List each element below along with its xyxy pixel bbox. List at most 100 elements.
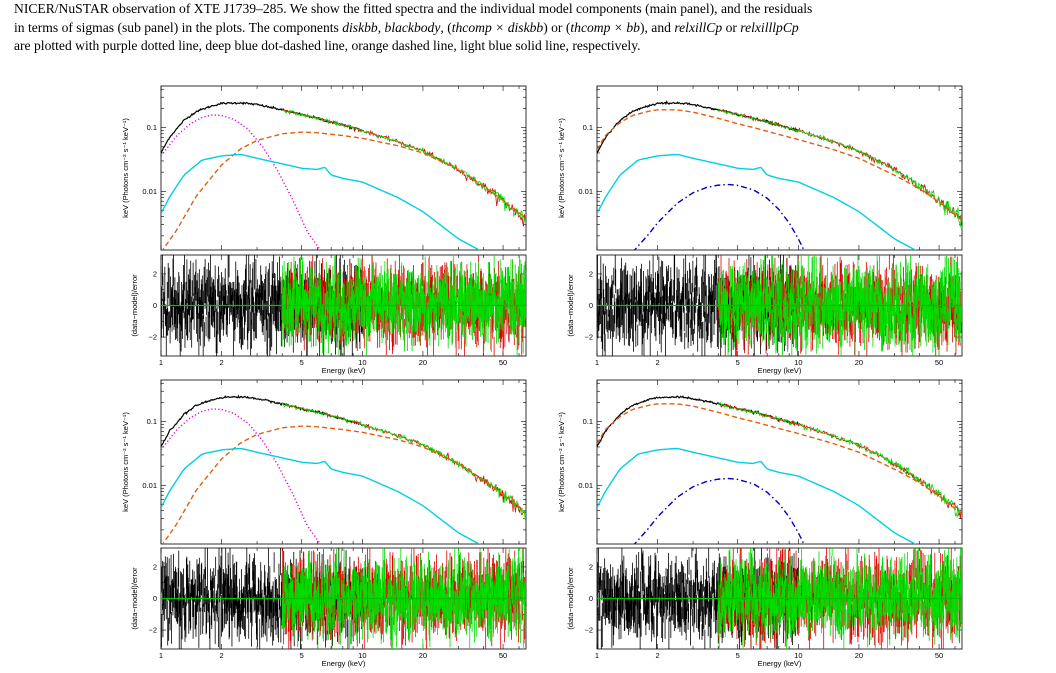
y-tick-label: 0 <box>153 301 157 310</box>
model-diskbb-line <box>161 408 322 544</box>
model-relxill-line <box>161 447 481 544</box>
fpmb-spectrum <box>282 109 526 223</box>
main-plot-frame <box>160 379 527 545</box>
y-tick-label: 0.01 <box>578 187 593 196</box>
fpmb-residuals <box>717 255 962 356</box>
nicer-spectrum <box>161 394 363 447</box>
y-tick-label: −2 <box>584 333 593 342</box>
x-tick-label: 5 <box>300 358 304 367</box>
model-thcomp-line <box>161 425 526 544</box>
caption-text: in terms of sigmas (sub panel) in the pl… <box>14 19 343 35</box>
caption-sep: , <box>377 19 385 35</box>
main-plot-frame <box>596 85 963 251</box>
figure-caption: NICER/NuSTAR observation of XTE J1739–28… <box>14 0 1050 56</box>
fpma-spectrum <box>281 108 526 227</box>
model-relxill-line <box>597 447 917 544</box>
x-axis-label: Energy (keV) <box>758 659 802 668</box>
x-tick-label: 50 <box>499 651 507 660</box>
y-tick-label: 0.01 <box>142 481 157 490</box>
y-tick-label: 0.1 <box>147 417 157 426</box>
model-relxill-line <box>161 153 481 250</box>
y-axis-label-resid: (data−model)/error <box>130 274 139 337</box>
main-plot-frame <box>596 379 963 545</box>
x-tick-label: 5 <box>736 651 740 660</box>
caption-sep: ), and <box>639 19 675 35</box>
y-tick-label: 0 <box>589 594 593 603</box>
component-thcomp-bb: thcomp × bb <box>570 19 640 35</box>
fpmb-residuals <box>717 548 962 649</box>
x-tick-label: 1 <box>595 651 599 660</box>
x-tick-label: 10 <box>794 358 802 367</box>
model-thcomp-line <box>161 131 526 250</box>
caption-sep: , ( <box>440 19 452 35</box>
nicer-spectrum <box>597 100 799 154</box>
x-tick-label: 10 <box>358 358 366 367</box>
x-tick-label: 50 <box>935 651 943 660</box>
caption-line-1: NICER/NuSTAR observation of XTE J1739–28… <box>14 1 813 16</box>
y-tick-label: −2 <box>148 626 157 635</box>
model-blackbody-line <box>633 183 805 250</box>
y-tick-label: 0.1 <box>583 123 593 132</box>
y-tick-label: 0.01 <box>142 187 157 196</box>
component-diskbb: diskbb <box>342 19 378 35</box>
y-tick-label: 0.1 <box>583 417 593 426</box>
x-tick-label: 5 <box>736 358 740 367</box>
y-tick-label: −2 <box>584 626 593 635</box>
fpmb-spectrum <box>717 108 962 228</box>
model-diskbb-line <box>161 114 322 250</box>
y-axis-label-resid: (data−model)/error <box>566 567 575 630</box>
component-thcomp-diskbb: thcomp × diskbb <box>451 19 544 35</box>
y-tick-label: 0 <box>153 594 157 603</box>
y-tick-label: 2 <box>153 269 157 278</box>
x-tick-label: 5 <box>300 651 304 660</box>
model-thcomp-line <box>597 109 962 221</box>
x-tick-label: 1 <box>159 651 163 660</box>
x-tick-label: 10 <box>794 651 802 660</box>
x-axis-label: Energy (keV) <box>322 659 366 668</box>
caption-sep: ) or ( <box>543 19 571 35</box>
caption-line-3: are plotted with purple dotted line, dee… <box>14 38 641 54</box>
y-axis-label-main: keV (Photons cm⁻² s⁻¹ keV⁻¹) <box>557 118 566 218</box>
nicer-spectrum <box>161 101 363 154</box>
main-plot-frame <box>160 85 527 251</box>
x-tick-label: 2 <box>656 358 660 367</box>
y-axis-label-main: keV (Photons cm⁻² s⁻¹ keV⁻¹) <box>121 412 130 512</box>
x-tick-label: 50 <box>935 358 943 367</box>
component-blackbody: blackbody <box>384 19 441 35</box>
y-tick-label: 2 <box>153 562 157 571</box>
y-tick-label: 0 <box>589 301 593 310</box>
x-tick-label: 2 <box>220 651 224 660</box>
component-relxilllpcp: relxilllpCp <box>740 19 799 35</box>
x-axis-label: Energy (keV) <box>322 366 366 375</box>
nicer-spectrum <box>597 395 799 448</box>
x-tick-label: 20 <box>855 358 863 367</box>
y-axis-label-resid: (data−model)/error <box>566 274 575 337</box>
x-tick-label: 50 <box>499 358 507 367</box>
fpma-spectrum <box>718 108 962 227</box>
fpmb-residuals <box>281 548 526 649</box>
y-tick-label: 0.01 <box>578 481 593 490</box>
x-axis-label: Energy (keV) <box>758 366 802 375</box>
y-tick-label: −2 <box>148 333 157 342</box>
x-tick-label: 2 <box>656 651 660 660</box>
model-relxill-line <box>597 153 917 250</box>
y-axis-label-resid: (data−model)/error <box>130 567 139 630</box>
fpmb-spectrum <box>718 401 962 518</box>
caption-sep: or <box>722 19 741 35</box>
x-tick-label: 20 <box>855 651 863 660</box>
caption-line-2: in terms of sigmas (sub panel) in the pl… <box>14 19 1050 38</box>
y-tick-label: 2 <box>589 269 593 278</box>
fpma-spectrum <box>282 402 526 516</box>
x-tick-label: 1 <box>595 358 599 367</box>
model-blackbody-line <box>633 477 805 544</box>
y-axis-label-main: keV (Photons cm⁻² s⁻¹ keV⁻¹) <box>121 118 130 218</box>
fpma-spectrum <box>717 402 962 519</box>
x-tick-label: 1 <box>159 358 163 367</box>
y-tick-label: 2 <box>589 562 593 571</box>
y-tick-label: 0.1 <box>147 123 157 132</box>
